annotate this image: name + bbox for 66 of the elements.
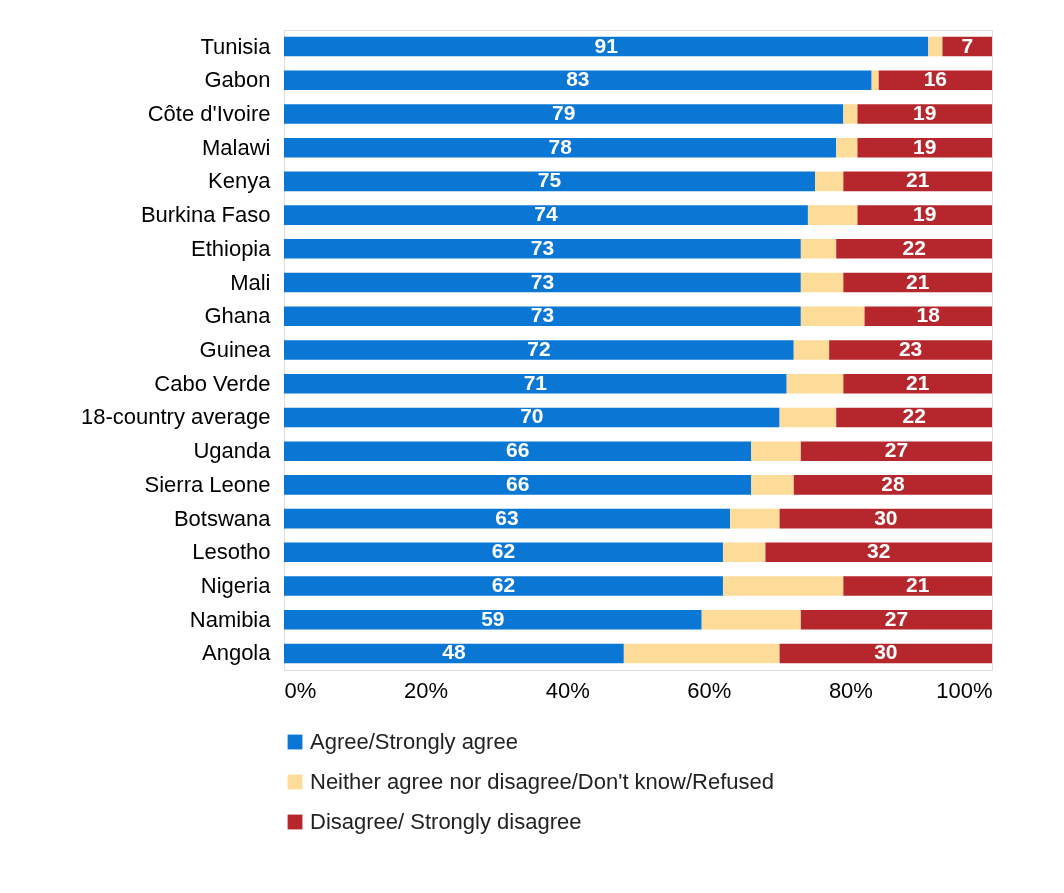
data-label: 30	[874, 640, 898, 664]
data-label: 63	[495, 505, 519, 529]
x-tick-label: 40%	[545, 677, 590, 703]
data-label: 32	[867, 539, 891, 563]
data-label: 48	[442, 640, 466, 664]
y-tick-label: Malawi	[202, 134, 271, 160]
data-label: 27	[884, 606, 909, 630]
y-tick-label: Sierra Leone	[144, 471, 271, 497]
legend-label: Neither agree nor disagree/Don't know/Refused	[310, 769, 775, 794]
y-tick-label: Uganda	[193, 438, 272, 464]
data-label: 19	[913, 134, 937, 158]
y-tick-label: Côte d'Ivoire	[147, 100, 271, 126]
y-tick-label: Mali	[230, 269, 271, 295]
data-label: 74	[534, 202, 558, 226]
legend-label: Disagree/ Strongly disagree	[310, 809, 582, 834]
data-label: 19	[913, 202, 937, 226]
data-label: 22	[902, 404, 926, 428]
data-label: 23	[898, 337, 923, 360]
y-tick-label: Ethiopia	[190, 235, 272, 261]
y-tick-label: Namibia	[189, 606, 272, 632]
data-label: 19	[913, 100, 937, 124]
y-tick-label: Cabo Verde	[154, 370, 271, 396]
x-tick-label: 80%	[828, 677, 873, 703]
data-label: 62	[491, 573, 516, 597]
y-tick-label: Ghana	[204, 303, 272, 329]
data-label: 70	[520, 404, 544, 428]
x-tick-label: 100%	[936, 677, 993, 703]
data-label: 27	[884, 438, 909, 462]
x-tick-label: 0%	[284, 677, 317, 703]
data-label: 30	[874, 505, 898, 529]
data-label: 79	[551, 100, 576, 124]
data-label: 73	[530, 269, 555, 293]
y-tick-label: 18-country average	[80, 404, 271, 430]
x-tick-label: 20%	[404, 677, 449, 703]
y-tick-label: Botswana	[173, 505, 272, 531]
data-label: 73	[530, 303, 555, 327]
y-tick-label: Angola	[201, 640, 272, 666]
data-label: 18	[916, 303, 941, 327]
data-label: 72	[527, 337, 551, 360]
data-label: 22	[902, 235, 926, 259]
data-label: 21	[905, 269, 930, 293]
data-label: 16	[923, 67, 948, 91]
data-label: 75	[537, 168, 562, 192]
data-label: 21	[905, 370, 930, 394]
y-tick-label: Tunisia	[200, 33, 272, 59]
y-tick-label: Burkina Faso	[140, 202, 271, 228]
data-label: 83	[566, 67, 590, 91]
x-tick-label: 60%	[687, 677, 732, 703]
data-label: 28	[881, 471, 905, 495]
legend-label: Agree/Strongly agree	[310, 729, 518, 754]
data-label: 91	[594, 33, 619, 57]
y-tick-label: Lesotho	[192, 539, 271, 565]
y-tick-label: Nigeria	[200, 573, 272, 599]
data-label: 73	[530, 235, 555, 259]
data-label: 7	[961, 33, 974, 57]
y-tick-label: Gabon	[204, 67, 271, 93]
data-label: 78	[548, 134, 573, 158]
data-label: 59	[481, 606, 505, 630]
y-tick-label: Guinea	[199, 337, 272, 362]
data-label: 66	[505, 471, 530, 495]
data-label: 71	[523, 370, 548, 394]
y-tick-label: Kenya	[208, 168, 272, 194]
data-label: 21	[905, 168, 930, 192]
data-label: 66	[505, 438, 530, 462]
data-label: 21	[905, 573, 930, 597]
data-label: 62	[491, 539, 516, 563]
